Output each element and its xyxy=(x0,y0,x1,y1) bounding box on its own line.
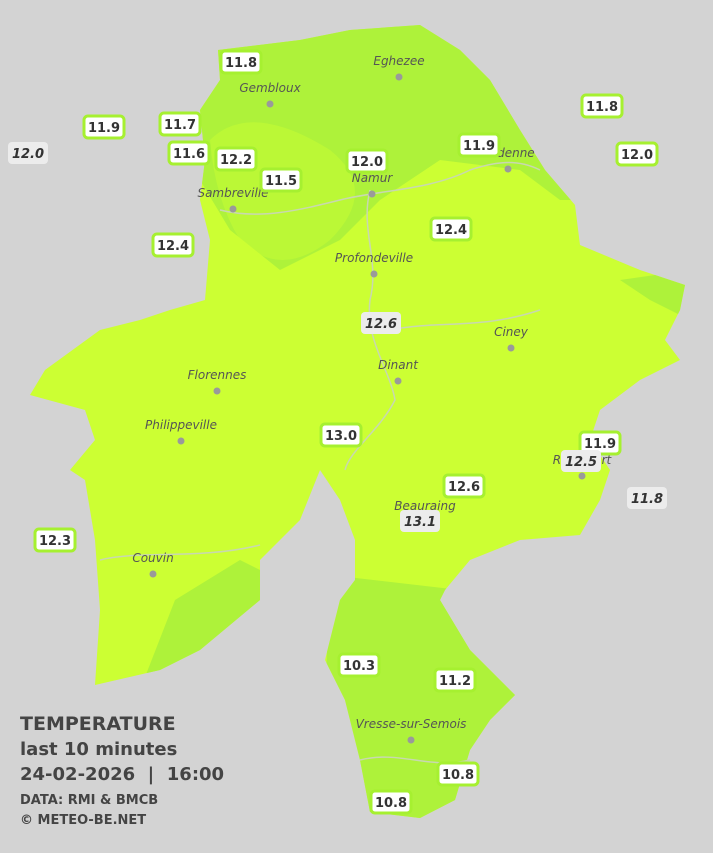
station-value: 12.3 xyxy=(39,534,71,549)
station-box xyxy=(167,140,211,166)
city-label: Vresse-sur-Semois xyxy=(356,717,467,731)
city-label: Namur xyxy=(352,171,394,185)
station-box xyxy=(361,312,401,334)
city-dot xyxy=(395,73,403,81)
station-value: 12.0 xyxy=(351,155,383,170)
station-box xyxy=(561,450,601,472)
city-label: Eghezee xyxy=(373,54,424,68)
station-value: 11.9 xyxy=(463,139,495,154)
station-value: 12.4 xyxy=(435,223,467,238)
station-box xyxy=(259,167,303,193)
legend-period: last 10 minutes xyxy=(20,739,177,760)
station-box xyxy=(369,789,413,815)
station-box xyxy=(345,148,389,174)
station-value: 12.6 xyxy=(365,317,397,332)
station-box xyxy=(214,146,258,172)
city-label: Dinant xyxy=(378,358,419,372)
station-value: 11.8 xyxy=(631,492,663,507)
station-box xyxy=(429,216,473,242)
station-value: 11.8 xyxy=(225,56,257,71)
city-label: Sambreville xyxy=(197,186,268,200)
station-value: 11.9 xyxy=(88,121,120,136)
legend-title: TEMPERATURE xyxy=(20,713,176,735)
station-value: 11.6 xyxy=(173,147,205,162)
city-label: Couvin xyxy=(132,551,173,565)
station-box xyxy=(433,667,477,693)
station-box xyxy=(337,652,381,678)
city-label: Florennes xyxy=(188,368,247,382)
city-dot xyxy=(504,165,512,173)
station-box xyxy=(82,114,126,140)
city-dot xyxy=(266,100,274,108)
station-value: 12.0 xyxy=(621,148,653,163)
station-value: 11.5 xyxy=(265,174,297,189)
station-box xyxy=(457,132,501,158)
city-dot xyxy=(507,344,515,352)
station-value: 12.0 xyxy=(12,147,44,162)
city-dot xyxy=(368,190,376,198)
station-box xyxy=(400,510,440,532)
city-label: Gembloux xyxy=(239,81,301,95)
station-box xyxy=(615,141,659,167)
station-box xyxy=(8,142,48,164)
city-dot xyxy=(407,736,415,744)
station-box xyxy=(158,111,202,137)
station-value: 12.4 xyxy=(157,239,189,254)
stations: 11.8 11.9 11.7 12.0 11.6 12.2 11.5 12.0 11.9 11.8… xyxy=(8,49,667,815)
station-box xyxy=(33,527,77,553)
station-value: 10.8 xyxy=(442,768,474,783)
station-box xyxy=(627,487,667,509)
city-dot xyxy=(213,387,221,395)
city-dot xyxy=(177,437,185,445)
legend-credit: © METEO-BE.NET xyxy=(20,813,146,828)
legend: TEMPERATURE last 10 minutes 24-02-2026 |… xyxy=(20,713,224,828)
legend-datetime: 24-02-2026 | 16:00 xyxy=(20,764,224,785)
zone-east xyxy=(620,270,685,320)
city-dot xyxy=(149,570,157,578)
station-value: 13.1 xyxy=(404,515,436,530)
legend-source: DATA: RMI & BMCB xyxy=(20,793,158,808)
city-label: Profondeville xyxy=(335,251,413,265)
station-value: 10.3 xyxy=(343,659,375,674)
city-label: Ciney xyxy=(494,325,529,339)
station-box xyxy=(580,93,624,119)
station-value: 11.9 xyxy=(584,437,616,452)
station-box xyxy=(319,422,363,448)
station-value: 11.7 xyxy=(164,118,196,133)
station-value: 11.2 xyxy=(439,674,471,689)
city-label: Beauraing xyxy=(394,499,456,513)
city-label: Philippeville xyxy=(145,418,217,432)
rivers xyxy=(99,161,541,764)
station-value: 11.8 xyxy=(586,100,618,115)
station-value: 13.0 xyxy=(325,429,357,444)
station-value: 10.8 xyxy=(375,796,407,811)
city-dot xyxy=(229,205,237,213)
station-value: 12.6 xyxy=(448,480,480,495)
station-box xyxy=(436,761,480,787)
zone-south xyxy=(320,575,530,818)
station-box xyxy=(151,232,195,258)
station-box xyxy=(442,473,486,499)
city-dot xyxy=(578,472,586,480)
city-dot xyxy=(394,377,402,385)
station-box xyxy=(219,49,263,75)
station-value: 12.5 xyxy=(565,455,597,470)
station-value: 12.2 xyxy=(220,153,252,168)
city-dot xyxy=(370,270,378,278)
